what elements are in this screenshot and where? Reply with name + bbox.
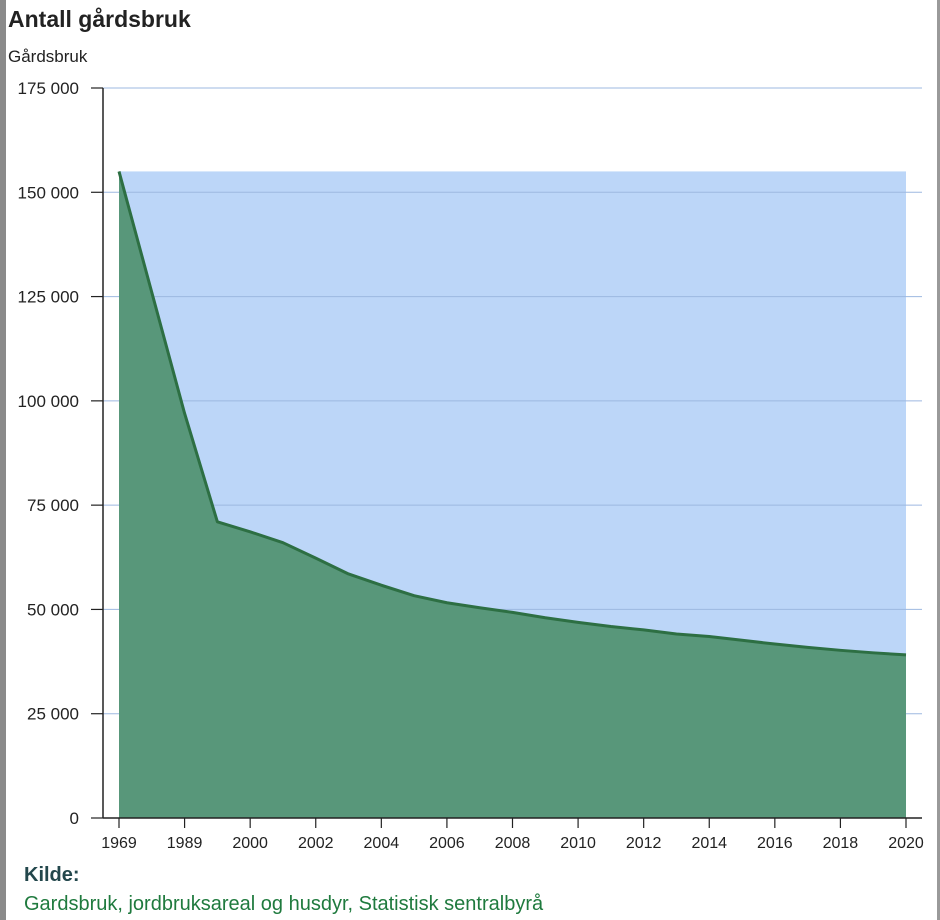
x-tick-label: 2006 [429, 835, 465, 852]
y-tick-label: 150 000 [18, 183, 79, 202]
y-tick-label: 100 000 [18, 392, 79, 411]
x-tick-label: 1989 [167, 835, 203, 852]
source-label: Kilde: [24, 864, 80, 886]
x-tick-label: 2012 [626, 835, 662, 852]
chart-title: Antall gårdsbruk [8, 6, 191, 32]
x-tick-label: 2008 [495, 835, 531, 852]
x-tick-label: 2018 [823, 835, 859, 852]
axes-layer: 0 25 000 50 000 75 000 100 000 125 000 150 000… [18, 79, 924, 852]
data-area-layer [117, 171, 907, 818]
source-link[interactable]: Gardsbruk, jordbruksareal og husdyr, Sta… [24, 893, 544, 915]
left-border [0, 0, 6, 920]
y-tick-label: 50 000 [27, 600, 79, 619]
x-tick-label: 1969 [101, 835, 137, 852]
area-chart: 0 25 000 50 000 75 000 100 000 125 000 150 000… [18, 79, 924, 852]
y-tick-label: 0 [70, 809, 79, 828]
data-line [117, 171, 907, 657]
y-tick-label: 25 000 [27, 705, 79, 724]
y-axis-unit-label: Gårdsbruk [8, 47, 88, 66]
data-area [119, 171, 906, 818]
right-scrollbar-edge [937, 0, 940, 920]
x-tick-label: 2016 [757, 835, 793, 852]
y-tick-label: 125 000 [18, 288, 79, 307]
x-tick-label: 2002 [298, 835, 334, 852]
x-tick-label: 2020 [888, 835, 924, 852]
x-tick-label: 2010 [560, 835, 596, 852]
x-tick-label: 2004 [364, 835, 400, 852]
x-tick-label: 2014 [691, 835, 727, 852]
x-tick-label: 2000 [232, 835, 268, 852]
y-tick-label: 75 000 [27, 496, 79, 515]
y-tick-label: 175 000 [18, 79, 79, 98]
